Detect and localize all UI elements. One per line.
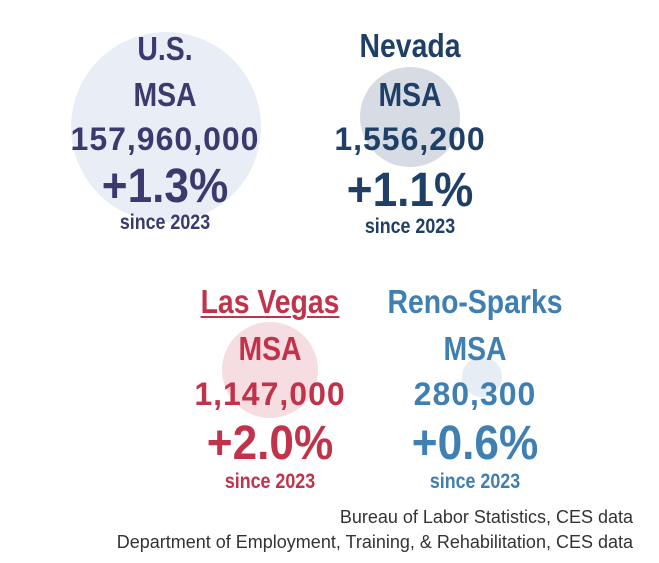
region-unit: MSA [443, 330, 507, 367]
region-name: U.S. [137, 30, 193, 67]
card-nevada: Nevada MSA 1,556,200 +1.1% since 2023 [300, 25, 520, 245]
period-label: since 2023 [364, 215, 456, 238]
region-name: Reno-Sparks [387, 283, 563, 320]
change-percent: +1.1% [346, 164, 474, 217]
employment-value: 280,300 [413, 376, 537, 412]
region-name: Nevada [359, 27, 461, 64]
bubble-nevada [360, 67, 460, 167]
change-percent: +0.6% [411, 417, 539, 470]
change-percent: +1.3% [101, 160, 229, 213]
bubble-us [70, 31, 262, 223]
change-percent: +2.0% [206, 417, 334, 470]
employment-value: 1,556,200 [334, 121, 486, 157]
region-unit: MSA [133, 76, 197, 113]
bubble-reno-sparks [462, 357, 502, 397]
source-detr: Department of Employment, Training, & Re… [116, 532, 633, 552]
source-bls: Bureau of Labor Statistics, CES data [339, 507, 633, 527]
period-label: since 2023 [119, 211, 211, 234]
period-label: since 2023 [224, 470, 316, 493]
period-label: since 2023 [429, 470, 521, 493]
card-us: U.S. MSA 157,960,000 +1.3% since 2023 [40, 25, 290, 245]
bubble-las-vegas [222, 322, 318, 418]
employment-value: 1,147,000 [194, 376, 346, 412]
region-unit: MSA [378, 76, 442, 113]
employment-value: 157,960,000 [70, 121, 260, 157]
card-reno-sparks: Reno-Sparks MSA 280,300 +0.6% since 2023 [365, 282, 585, 502]
region-unit: MSA [238, 330, 302, 367]
card-las-vegas: Las Vegas MSA 1,147,000 +2.0% since 2023 [160, 282, 380, 502]
region-name: Las Vegas [200, 283, 340, 320]
